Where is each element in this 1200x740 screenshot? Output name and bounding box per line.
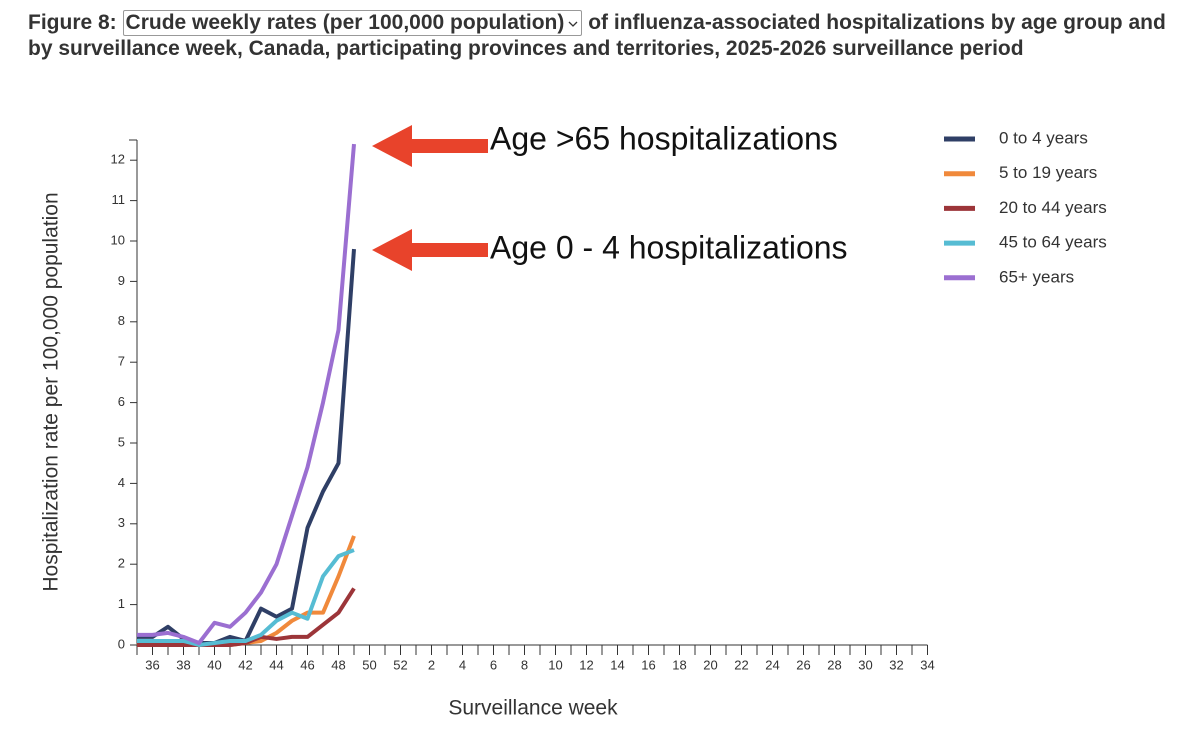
x-tick-label: 4 <box>459 657 466 672</box>
x-tick-label: 16 <box>641 657 655 672</box>
y-axis-label: Hospitalization rate per 100,000 populat… <box>40 192 63 591</box>
figure-title: Figure 8: Crude weekly rates (per 100,00… <box>28 10 1178 62</box>
x-tick-label: 10 <box>548 657 562 672</box>
legend-label: 45 to 64 years <box>999 233 1107 252</box>
measure-select-text[interactable]: Crude weekly rates (per 100,000 populati… <box>125 11 565 34</box>
x-tick-label: 32 <box>889 657 903 672</box>
x-tick-label: 20 <box>703 657 717 672</box>
y-tick-label: 8 <box>118 313 125 328</box>
x-tick-label: 38 <box>176 657 190 672</box>
annotation: Age 0 - 4 hospitalizations <box>490 229 848 265</box>
x-tick-label: 34 <box>920 657 934 672</box>
x-tick-label: 36 <box>145 657 159 672</box>
y-tick-label: 9 <box>118 273 125 288</box>
title-prefix: Figure 8: <box>28 11 117 34</box>
annotation: Age >65 hospitalizations <box>490 120 838 156</box>
x-tick-label: 50 <box>362 657 376 672</box>
arrow <box>372 229 488 271</box>
legend-label: 5 to 19 years <box>999 163 1097 182</box>
x-tick-label: 18 <box>672 657 686 672</box>
x-tick-label: 48 <box>331 657 345 672</box>
legend-label: 20 to 44 years <box>999 198 1107 217</box>
x-tick-label: 44 <box>269 657 283 672</box>
x-tick-label: 52 <box>393 657 407 672</box>
legend-label: 65+ years <box>999 267 1074 286</box>
series-line <box>137 587 356 647</box>
x-tick-label: 8 <box>521 657 528 672</box>
x-tick-label: 2 <box>428 657 435 672</box>
x-tick-label: 40 <box>207 657 221 672</box>
x-tick-label: 14 <box>610 657 624 672</box>
x-tick-label: 30 <box>858 657 872 672</box>
x-tick-label: 6 <box>490 657 497 672</box>
x-tick-label: 22 <box>734 657 748 672</box>
y-tick-label: 3 <box>118 515 125 530</box>
y-tick-label: 4 <box>118 475 125 490</box>
legend-label: 0 to 4 years <box>999 128 1088 147</box>
x-axis-label: Surveillance week <box>448 697 618 720</box>
y-tick-label: 0 <box>118 636 125 651</box>
x-tick-label: 46 <box>300 657 314 672</box>
series-line <box>137 143 356 645</box>
x-tick-label: 12 <box>579 657 593 672</box>
x-tick-label: 42 <box>238 657 252 672</box>
y-tick-label: 10 <box>111 232 125 247</box>
x-tick-label: 28 <box>827 657 841 672</box>
x-tick-label: 26 <box>796 657 810 672</box>
y-tick-label: 2 <box>118 556 125 571</box>
y-tick-label: 12 <box>111 152 125 167</box>
y-tick-label: 7 <box>118 354 125 369</box>
y-tick-label: 6 <box>118 394 125 409</box>
y-tick-label: 11 <box>112 192 126 207</box>
chevron[interactable] <box>567 19 579 29</box>
y-tick-label: 5 <box>118 434 125 449</box>
arrow <box>372 125 488 167</box>
x-tick-label: 24 <box>765 657 779 672</box>
series-line <box>137 548 355 647</box>
title-suffix: of influenza-associated hospitalizations… <box>28 11 1166 60</box>
y-tick-label: 1 <box>118 596 125 611</box>
